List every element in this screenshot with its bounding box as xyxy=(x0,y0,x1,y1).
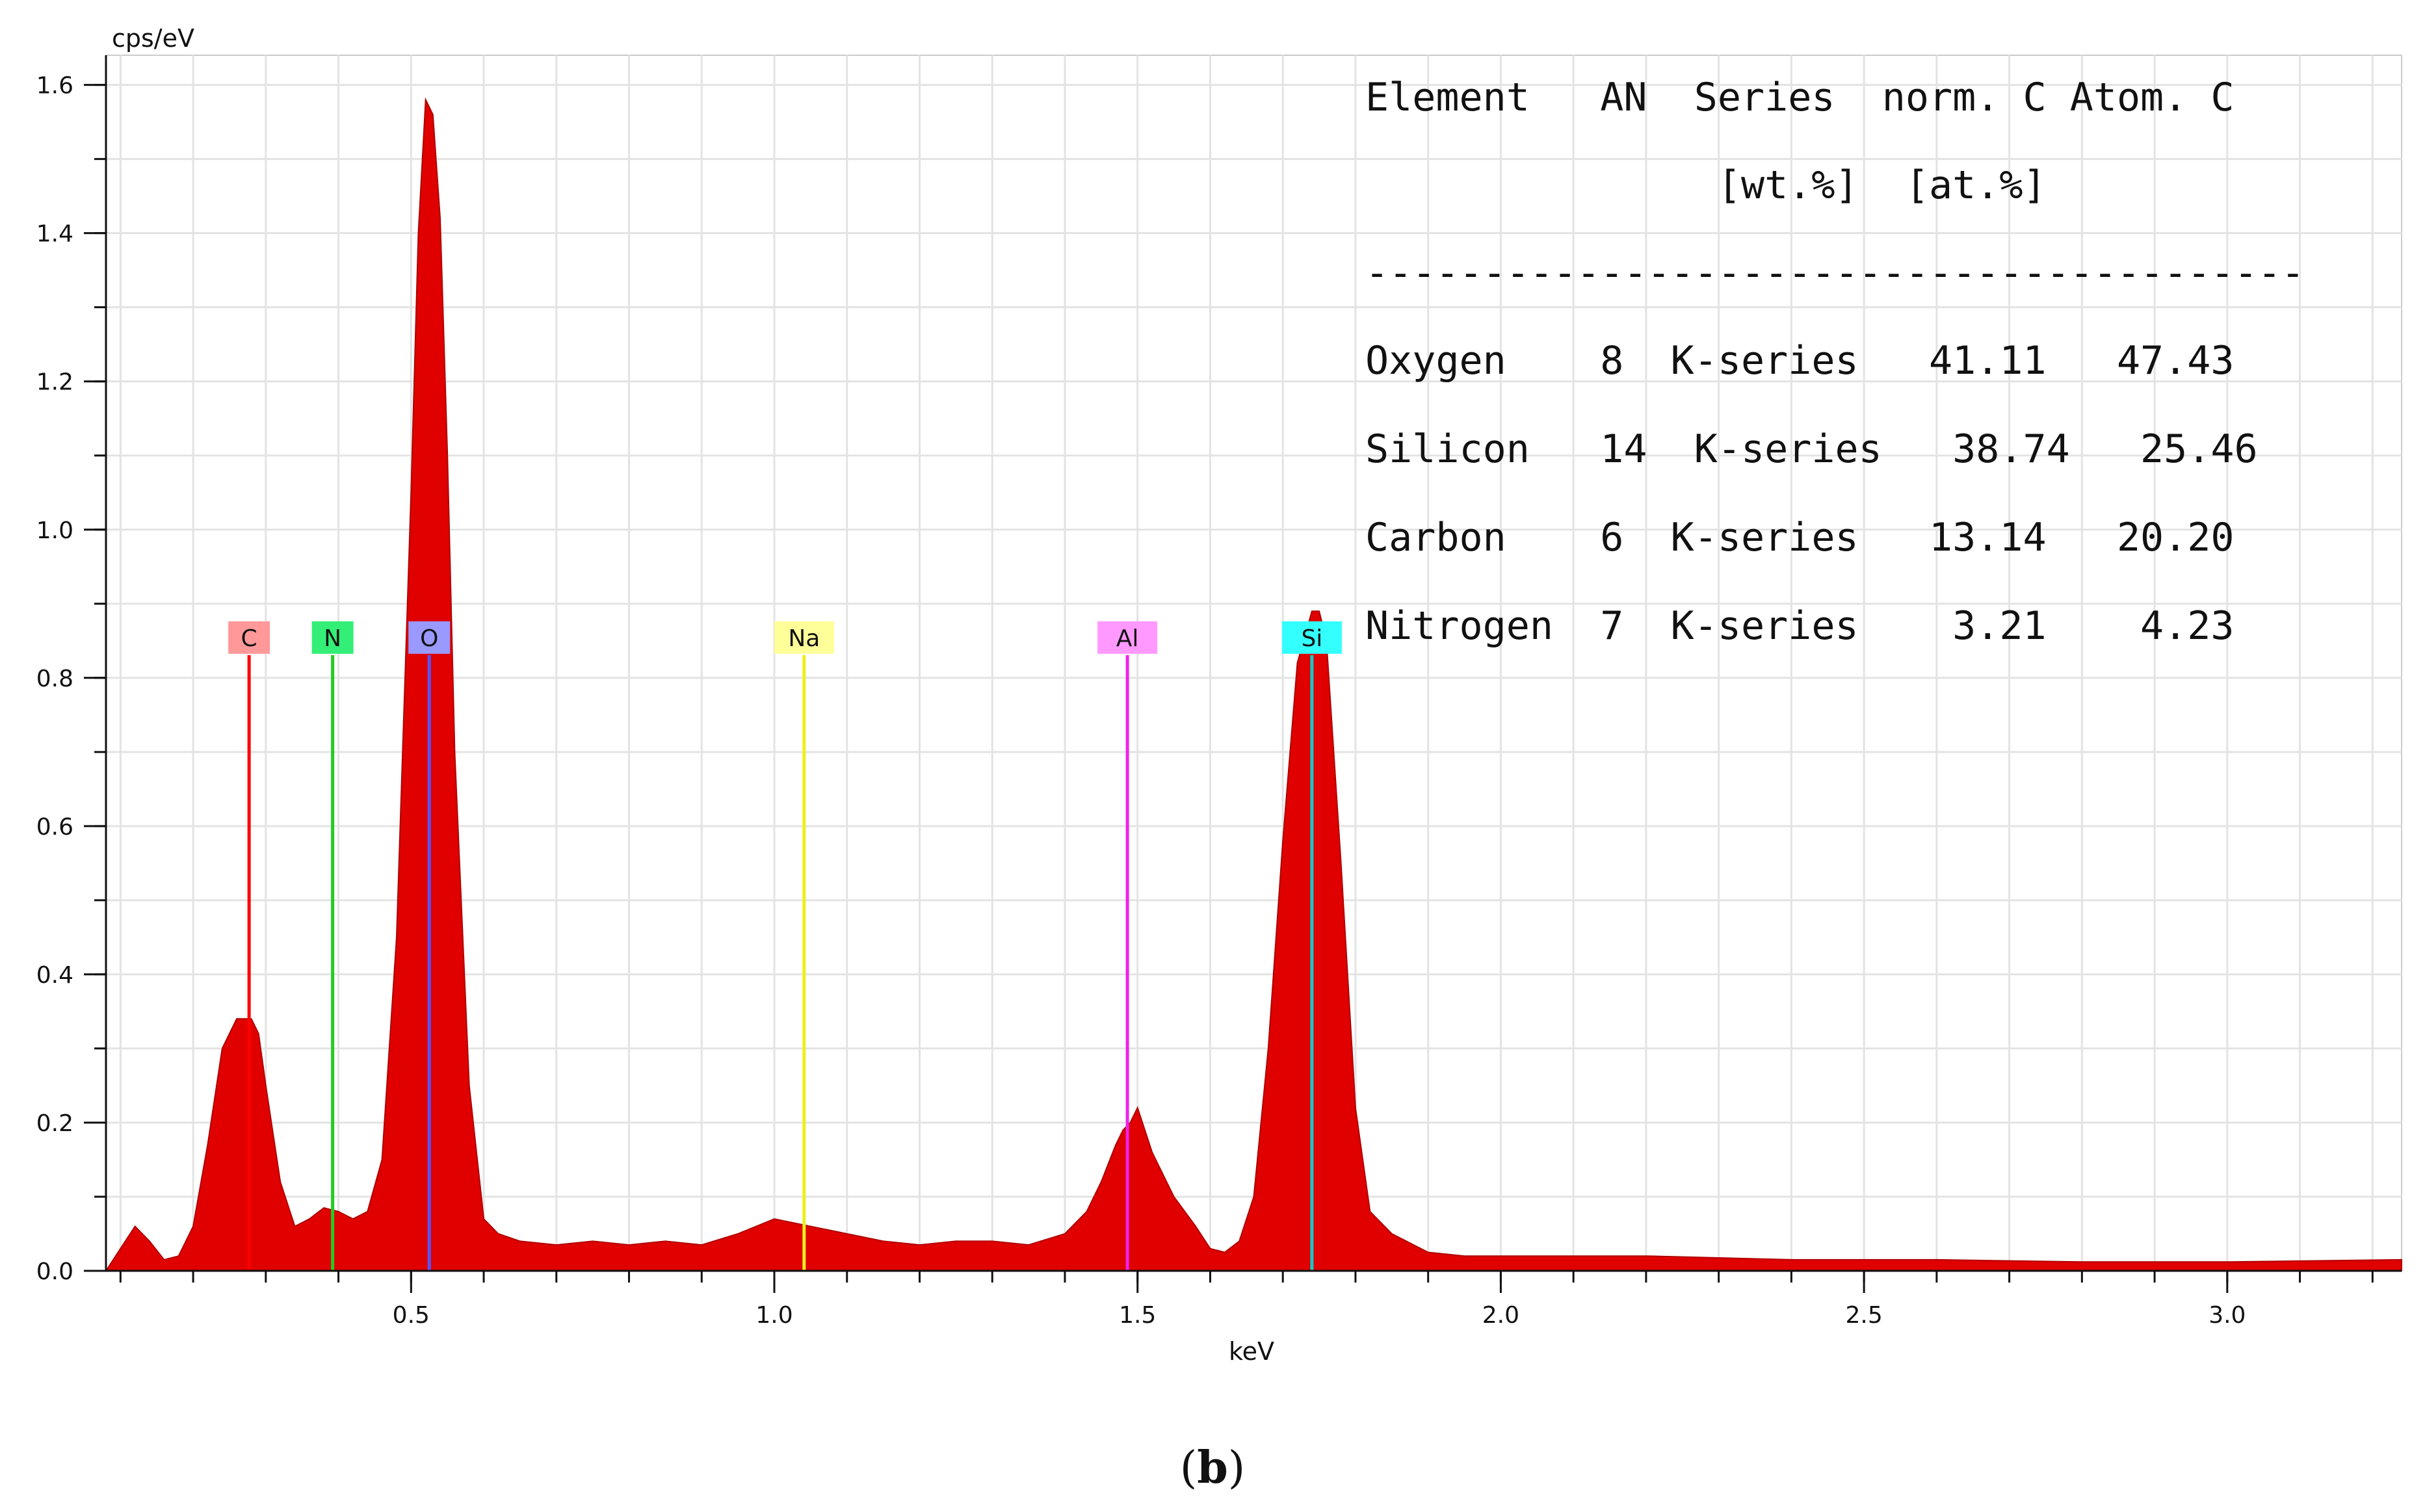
x-axis-title: keV xyxy=(1229,1337,1274,1366)
figure-caption: (b) xyxy=(1179,1442,1246,1494)
table-row: Carbon 6 K-series 13.14 20.20 xyxy=(1365,515,2235,560)
caption-letter: b xyxy=(1197,1442,1228,1494)
x-tick-label: 1.5 xyxy=(1119,1302,1156,1329)
table-row: Nitrogen 7 K-series 3.21 4.23 xyxy=(1365,603,2235,649)
table-row: Oxygen 8 K-series 41.11 47.43 xyxy=(1365,338,2235,384)
element-label-box-o xyxy=(408,621,451,654)
element-label-box-na xyxy=(774,621,834,654)
eds-spectrum-chart: C N O Na Al Si 0.5 1.0 1.5 2.0 2.5 3.0 0.0 0.2 0.4 0.6… xyxy=(36,24,2402,1366)
x-tick-label: 2.5 xyxy=(1845,1302,1882,1329)
y-tick-label: 1.0 xyxy=(36,517,73,544)
x-tick-label: 2.0 xyxy=(1482,1302,1519,1329)
spectrum-series xyxy=(105,97,2402,1271)
y-tick-label: 1.4 xyxy=(36,221,73,248)
element-label-o: O xyxy=(420,625,438,652)
plot-area xyxy=(105,55,2402,1271)
grid-lines xyxy=(105,55,2402,1271)
x-tick-label: 1.0 xyxy=(755,1302,793,1329)
element-label-box-n xyxy=(311,621,354,654)
y-tick-label: 0.6 xyxy=(36,814,73,841)
spectrum-area xyxy=(105,97,2402,1271)
element-label-si: Si xyxy=(1301,625,1322,652)
element-label-box-si xyxy=(1281,621,1342,654)
y-tick-label: 0.8 xyxy=(36,666,73,692)
element-label-n: N xyxy=(324,625,341,652)
y-tick-label: 1.2 xyxy=(36,369,73,396)
y-tick-label: 0.2 xyxy=(36,1110,73,1137)
y-axis-title: cps/eV xyxy=(112,24,194,53)
table-row: Silicon 14 K-series 38.74 25.46 xyxy=(1365,426,2258,472)
x-tick-label: 0.5 xyxy=(393,1302,430,1329)
element-label-na: Na xyxy=(788,625,820,652)
element-label-al: Al xyxy=(1116,625,1139,652)
table-units: [wt.%] [at.%] xyxy=(1365,163,2047,208)
composition-table: Element AN Series norm. C Atom. C [wt.%]… xyxy=(1365,75,2305,649)
table-divider: ---------------------------------------- xyxy=(1365,250,2305,296)
y-tick-label: 0.0 xyxy=(36,1258,73,1285)
y-tick-label: 0.4 xyxy=(36,962,73,989)
table-header: Element AN Series norm. C Atom. C xyxy=(1365,75,2235,120)
y-tick-label: 1.6 xyxy=(36,73,73,99)
x-tick-label: 3.0 xyxy=(2209,1302,2246,1329)
element-label-box-c xyxy=(228,621,270,654)
element-label-box-al xyxy=(1097,621,1158,654)
axes: 0.5 1.0 1.5 2.0 2.5 3.0 0.0 0.2 0.4 0.6 0.8 1.0 1.2 1… xyxy=(36,55,2402,1329)
element-label-c: C xyxy=(241,625,257,652)
element-markers: C N O Na Al Si xyxy=(228,621,1342,1271)
